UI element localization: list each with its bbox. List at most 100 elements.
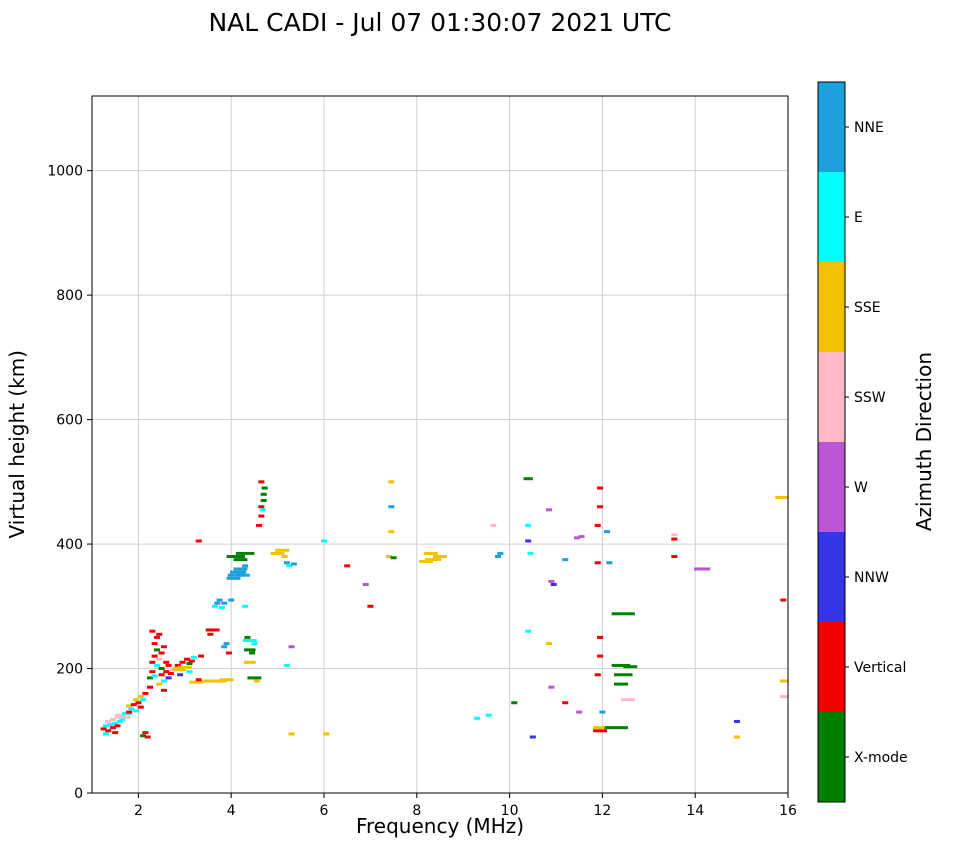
data-point (242, 604, 249, 608)
data-point (775, 495, 788, 499)
data-point (249, 651, 256, 655)
y-tick-label: 1000 (47, 164, 83, 180)
data-point (211, 604, 218, 608)
data-point (243, 648, 256, 652)
data-point (286, 564, 293, 568)
data-point (779, 679, 788, 683)
data-point (253, 679, 260, 683)
data-point (344, 564, 351, 568)
data-point (142, 691, 149, 695)
data-point (671, 537, 678, 541)
data-point (260, 499, 267, 503)
data-point (158, 651, 165, 655)
data-point (497, 551, 504, 555)
data-point (160, 688, 167, 692)
data-point (474, 716, 481, 720)
data-point (165, 663, 172, 667)
data-point (288, 645, 295, 649)
data-point (156, 632, 163, 636)
data-point (142, 731, 149, 735)
data-point (140, 734, 147, 738)
data-point (151, 642, 158, 646)
data-point (116, 719, 123, 723)
data-point (251, 642, 258, 646)
data-point (219, 678, 234, 682)
colorbar-segment-ssw (818, 352, 845, 442)
data-point (153, 648, 160, 652)
data-point (548, 579, 555, 583)
y-tick-label: 200 (56, 662, 83, 678)
data-points-layer (100, 477, 788, 739)
plot-border (91, 95, 789, 794)
data-point (163, 670, 170, 674)
colorbar-segment-vertical (818, 622, 845, 712)
data-point (288, 732, 295, 736)
x-axis-label: Frequency (MHz) (355, 814, 525, 838)
data-point (614, 682, 628, 686)
data-point (167, 672, 174, 676)
data-point (423, 551, 438, 555)
data-point (184, 657, 191, 661)
data-point (597, 505, 604, 509)
data-point (548, 685, 555, 689)
colorbar-category-label: X-mode (854, 750, 908, 766)
data-point (433, 555, 447, 559)
data-point (562, 701, 569, 705)
data-point (594, 523, 601, 527)
data-point (259, 508, 266, 512)
data-point (694, 567, 711, 571)
data-point (525, 629, 532, 633)
data-point (156, 657, 163, 661)
data-point (233, 567, 248, 571)
data-point (119, 718, 126, 722)
colorbar-category-label: Vertical (854, 660, 906, 676)
data-point (195, 539, 202, 543)
data-point (258, 505, 265, 509)
data-point (597, 654, 604, 658)
data-point (424, 558, 442, 562)
data-point (597, 635, 604, 639)
data-point (527, 551, 534, 555)
data-point (163, 660, 170, 664)
y-axis-label-text: Virtual height (km) (5, 350, 29, 539)
colorbar-segment-nnw (818, 532, 845, 622)
colorbar-segment-sse (818, 262, 845, 352)
data-point (160, 679, 167, 683)
colorbar-segment-nne (818, 82, 845, 172)
data-point (128, 707, 135, 711)
data-point (137, 695, 144, 699)
data-point (290, 562, 297, 566)
data-point (594, 673, 601, 677)
data-point (109, 726, 116, 730)
data-point (733, 735, 740, 739)
data-point (216, 598, 223, 602)
data-point (153, 635, 160, 639)
data-point (149, 629, 156, 633)
data-point (188, 659, 195, 663)
data-point (158, 673, 165, 677)
data-point (270, 551, 285, 555)
data-point (243, 660, 256, 664)
data-point (137, 705, 144, 709)
data-point (604, 530, 611, 534)
data-point (546, 508, 553, 512)
data-point (225, 651, 232, 655)
data-point (529, 735, 536, 739)
colorbar-segment-e (818, 172, 845, 262)
data-point (140, 698, 147, 702)
data-point (733, 719, 740, 723)
data-point (671, 555, 678, 559)
data-point (205, 628, 220, 632)
data-point (149, 670, 156, 674)
data-point (221, 645, 228, 649)
data-point (244, 635, 251, 639)
data-point (283, 561, 290, 565)
colorbar-label: Azimuth Direction (906, 82, 942, 802)
data-point (511, 701, 518, 705)
data-point (562, 558, 569, 562)
data-point (604, 726, 628, 730)
data-point (156, 682, 163, 686)
y-tick-label: 600 (56, 413, 83, 429)
data-point (230, 570, 247, 574)
